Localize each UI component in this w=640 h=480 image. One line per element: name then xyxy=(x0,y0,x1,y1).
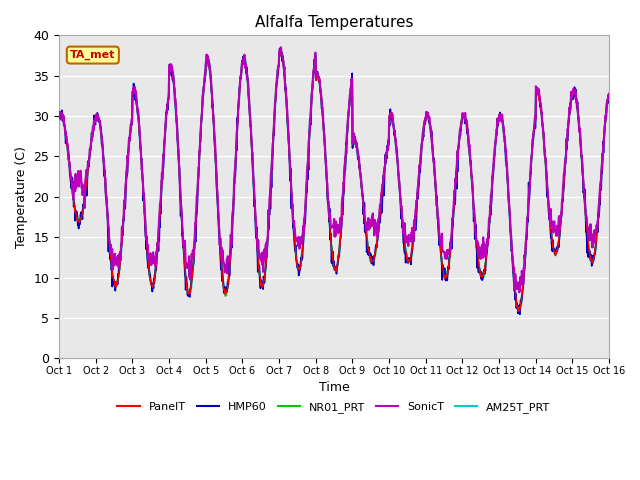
Text: TA_met: TA_met xyxy=(70,50,116,60)
Legend: PanelT, HMP60, NR01_PRT, SonicT, AM25T_PRT: PanelT, HMP60, NR01_PRT, SonicT, AM25T_P… xyxy=(113,397,555,417)
X-axis label: Time: Time xyxy=(319,382,349,395)
Y-axis label: Temperature (C): Temperature (C) xyxy=(15,146,28,248)
Title: Alfalfa Temperatures: Alfalfa Temperatures xyxy=(255,15,413,30)
